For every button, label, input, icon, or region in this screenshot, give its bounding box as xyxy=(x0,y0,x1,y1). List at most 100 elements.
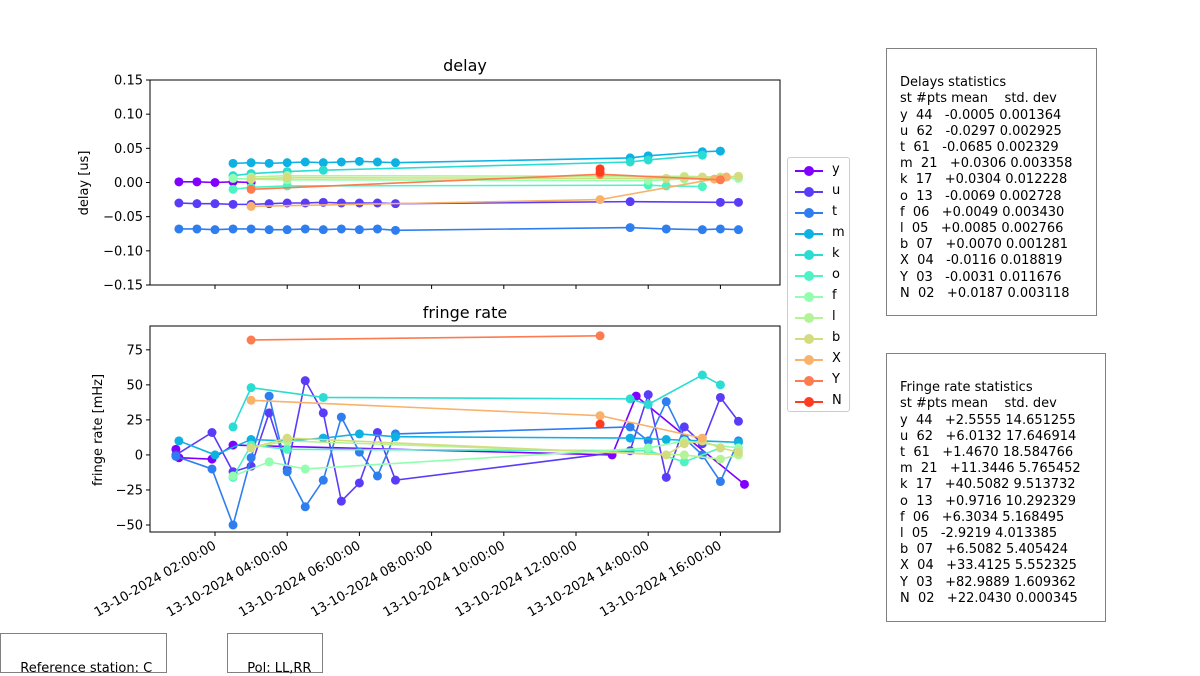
delay-point-m xyxy=(282,158,292,168)
fringe-rate-plot-ylabel: fringe rate [mHz] xyxy=(91,374,106,486)
legend-marker xyxy=(804,166,814,176)
delay-point-t xyxy=(733,225,743,235)
xtick-label: 13-10-2024 12:00:00 xyxy=(453,538,580,620)
delay-point-m xyxy=(264,158,274,168)
delay-stats-header: st #pts mean std. dev xyxy=(900,91,1057,107)
legend-label: Y xyxy=(832,372,840,387)
delay-point-y xyxy=(192,177,202,187)
fringe-rate-point-m xyxy=(661,435,671,445)
fringe-rate-point-u xyxy=(679,422,689,432)
delay-ytick-label: 0.00 xyxy=(114,176,143,191)
fringe-rate-point-o xyxy=(282,444,292,454)
fringe-rate-point-m xyxy=(391,432,400,442)
fringe-rate-point-k xyxy=(318,392,328,402)
legend-entry-y: y xyxy=(788,160,850,180)
fringe-rate-series-N xyxy=(595,419,605,429)
legend-entry-N: N xyxy=(788,391,850,411)
fringe-rate-point-X xyxy=(697,433,707,443)
delay-stats-title: Delays statistics xyxy=(900,75,1007,91)
fringe-rate-point-f xyxy=(300,464,310,474)
legend-marker xyxy=(804,376,814,386)
fringe-rate-point-k xyxy=(643,399,653,409)
fringe-rate-ytick-label: 25 xyxy=(126,413,143,428)
delay-point-t xyxy=(174,224,184,234)
delay-point-m xyxy=(246,158,256,168)
delay-ytick-label: 0.05 xyxy=(114,142,143,157)
legend-label: l xyxy=(832,309,836,324)
fringe-rate-point-b xyxy=(246,443,256,453)
fringe-rate-point-m xyxy=(354,429,364,439)
delay-line-t xyxy=(178,226,739,232)
delay-point-t xyxy=(372,224,382,234)
delay-stats-box: Delays statistics st #pts mean std. dev y … xyxy=(886,48,1097,316)
delay-point-t xyxy=(318,225,328,235)
delay-point-b xyxy=(733,171,743,181)
delay-point-X xyxy=(595,195,605,205)
legend-marker xyxy=(804,187,814,197)
delay-point-u xyxy=(174,198,184,208)
legend-entry-X: X xyxy=(788,349,850,369)
delay-point-u xyxy=(372,198,382,208)
legend-marker xyxy=(804,292,814,302)
fringe-rate-point-b xyxy=(733,447,743,457)
reference-station-box: Reference station: C xyxy=(0,633,167,676)
fringe-rate-point-u xyxy=(318,408,328,418)
legend-label: b xyxy=(832,330,841,345)
delay-point-o xyxy=(228,184,238,194)
delay-ytick-label: 0.10 xyxy=(114,108,143,123)
fringe-rate-point-u xyxy=(300,376,310,386)
delay-point-m xyxy=(372,157,382,167)
fringe-rate-line-Y xyxy=(251,335,601,341)
fringe-rate-point-o xyxy=(679,457,689,467)
delay-point-u xyxy=(625,197,635,207)
fringe-rate-ytick-label: 75 xyxy=(126,343,143,358)
delay-point-m xyxy=(336,157,346,167)
legend-label: N xyxy=(832,393,842,408)
legend-label: f xyxy=(832,288,837,303)
delay-stats-row: u 62 -0.0297 0.002925 xyxy=(900,123,1062,139)
fringe-rate-point-l xyxy=(715,454,725,464)
delay-stats-row: l 05 +0.0085 0.002766 xyxy=(900,221,1064,237)
fringe-rate-ytick-label: 0 xyxy=(135,448,143,463)
fringe-stats-row: N 02 +22.0430 0.000345 xyxy=(900,590,1078,606)
fringe-rate-point-t xyxy=(300,502,310,512)
fringe-rate-plot-title: fringe rate xyxy=(423,303,507,322)
delay-point-t xyxy=(192,224,202,234)
delay-plot-title: delay xyxy=(443,56,487,75)
delay-plot: delay delay [us] 0.15 0.10 0.05 0.00 −0.05 −0… xyxy=(77,56,781,294)
delay-point-t xyxy=(300,224,310,234)
fringe-rate-point-t xyxy=(318,475,328,485)
fringe-rate-point-b xyxy=(282,433,292,443)
delay-ytick-label: −0.15 xyxy=(103,279,143,294)
legend-entry-b: b xyxy=(788,328,850,348)
fringe-rate-point-u xyxy=(354,478,364,488)
fringe-rate-point-u xyxy=(207,428,217,438)
delay-point-m xyxy=(228,158,238,168)
fringe-rate-ytick-label: 50 xyxy=(126,378,143,393)
legend-entry-k: k xyxy=(788,244,850,264)
delay-point-t xyxy=(715,224,725,234)
legend-entry-Y: Y xyxy=(788,370,850,390)
delay-plot-frame xyxy=(149,79,781,286)
delay-point-t xyxy=(625,223,635,233)
delay-point-m xyxy=(318,158,328,168)
legend-marker xyxy=(804,397,814,407)
fringe-rate-point-b xyxy=(679,439,689,449)
fringe-rate-point-m xyxy=(174,436,184,446)
fringe-rate-point-t xyxy=(282,467,292,477)
fringe-stats-row: Y 03 +82.9889 1.609362 xyxy=(900,574,1076,590)
delay-stats-row: X 04 -0.0116 0.018819 xyxy=(900,253,1063,269)
fringe-rate-point-k xyxy=(697,370,707,380)
delay-point-t xyxy=(391,225,400,235)
delay-point-m xyxy=(391,158,400,168)
pol-box: Pol: LL,RR xyxy=(227,633,323,676)
fringe-rate-point-X xyxy=(246,395,256,405)
delay-point-t xyxy=(354,225,364,235)
legend-entry-l: l xyxy=(788,307,850,327)
fringe-stats-row: y 44 +2.5555 14.651255 xyxy=(900,412,1076,428)
legend-entry-u: u xyxy=(788,181,850,201)
x-tick-labels: 13-10-2024 02:00:0013-10-2024 04:00:0013… xyxy=(92,538,724,620)
delay-series-N xyxy=(595,164,605,177)
fringe-rate-point-k xyxy=(715,380,725,390)
